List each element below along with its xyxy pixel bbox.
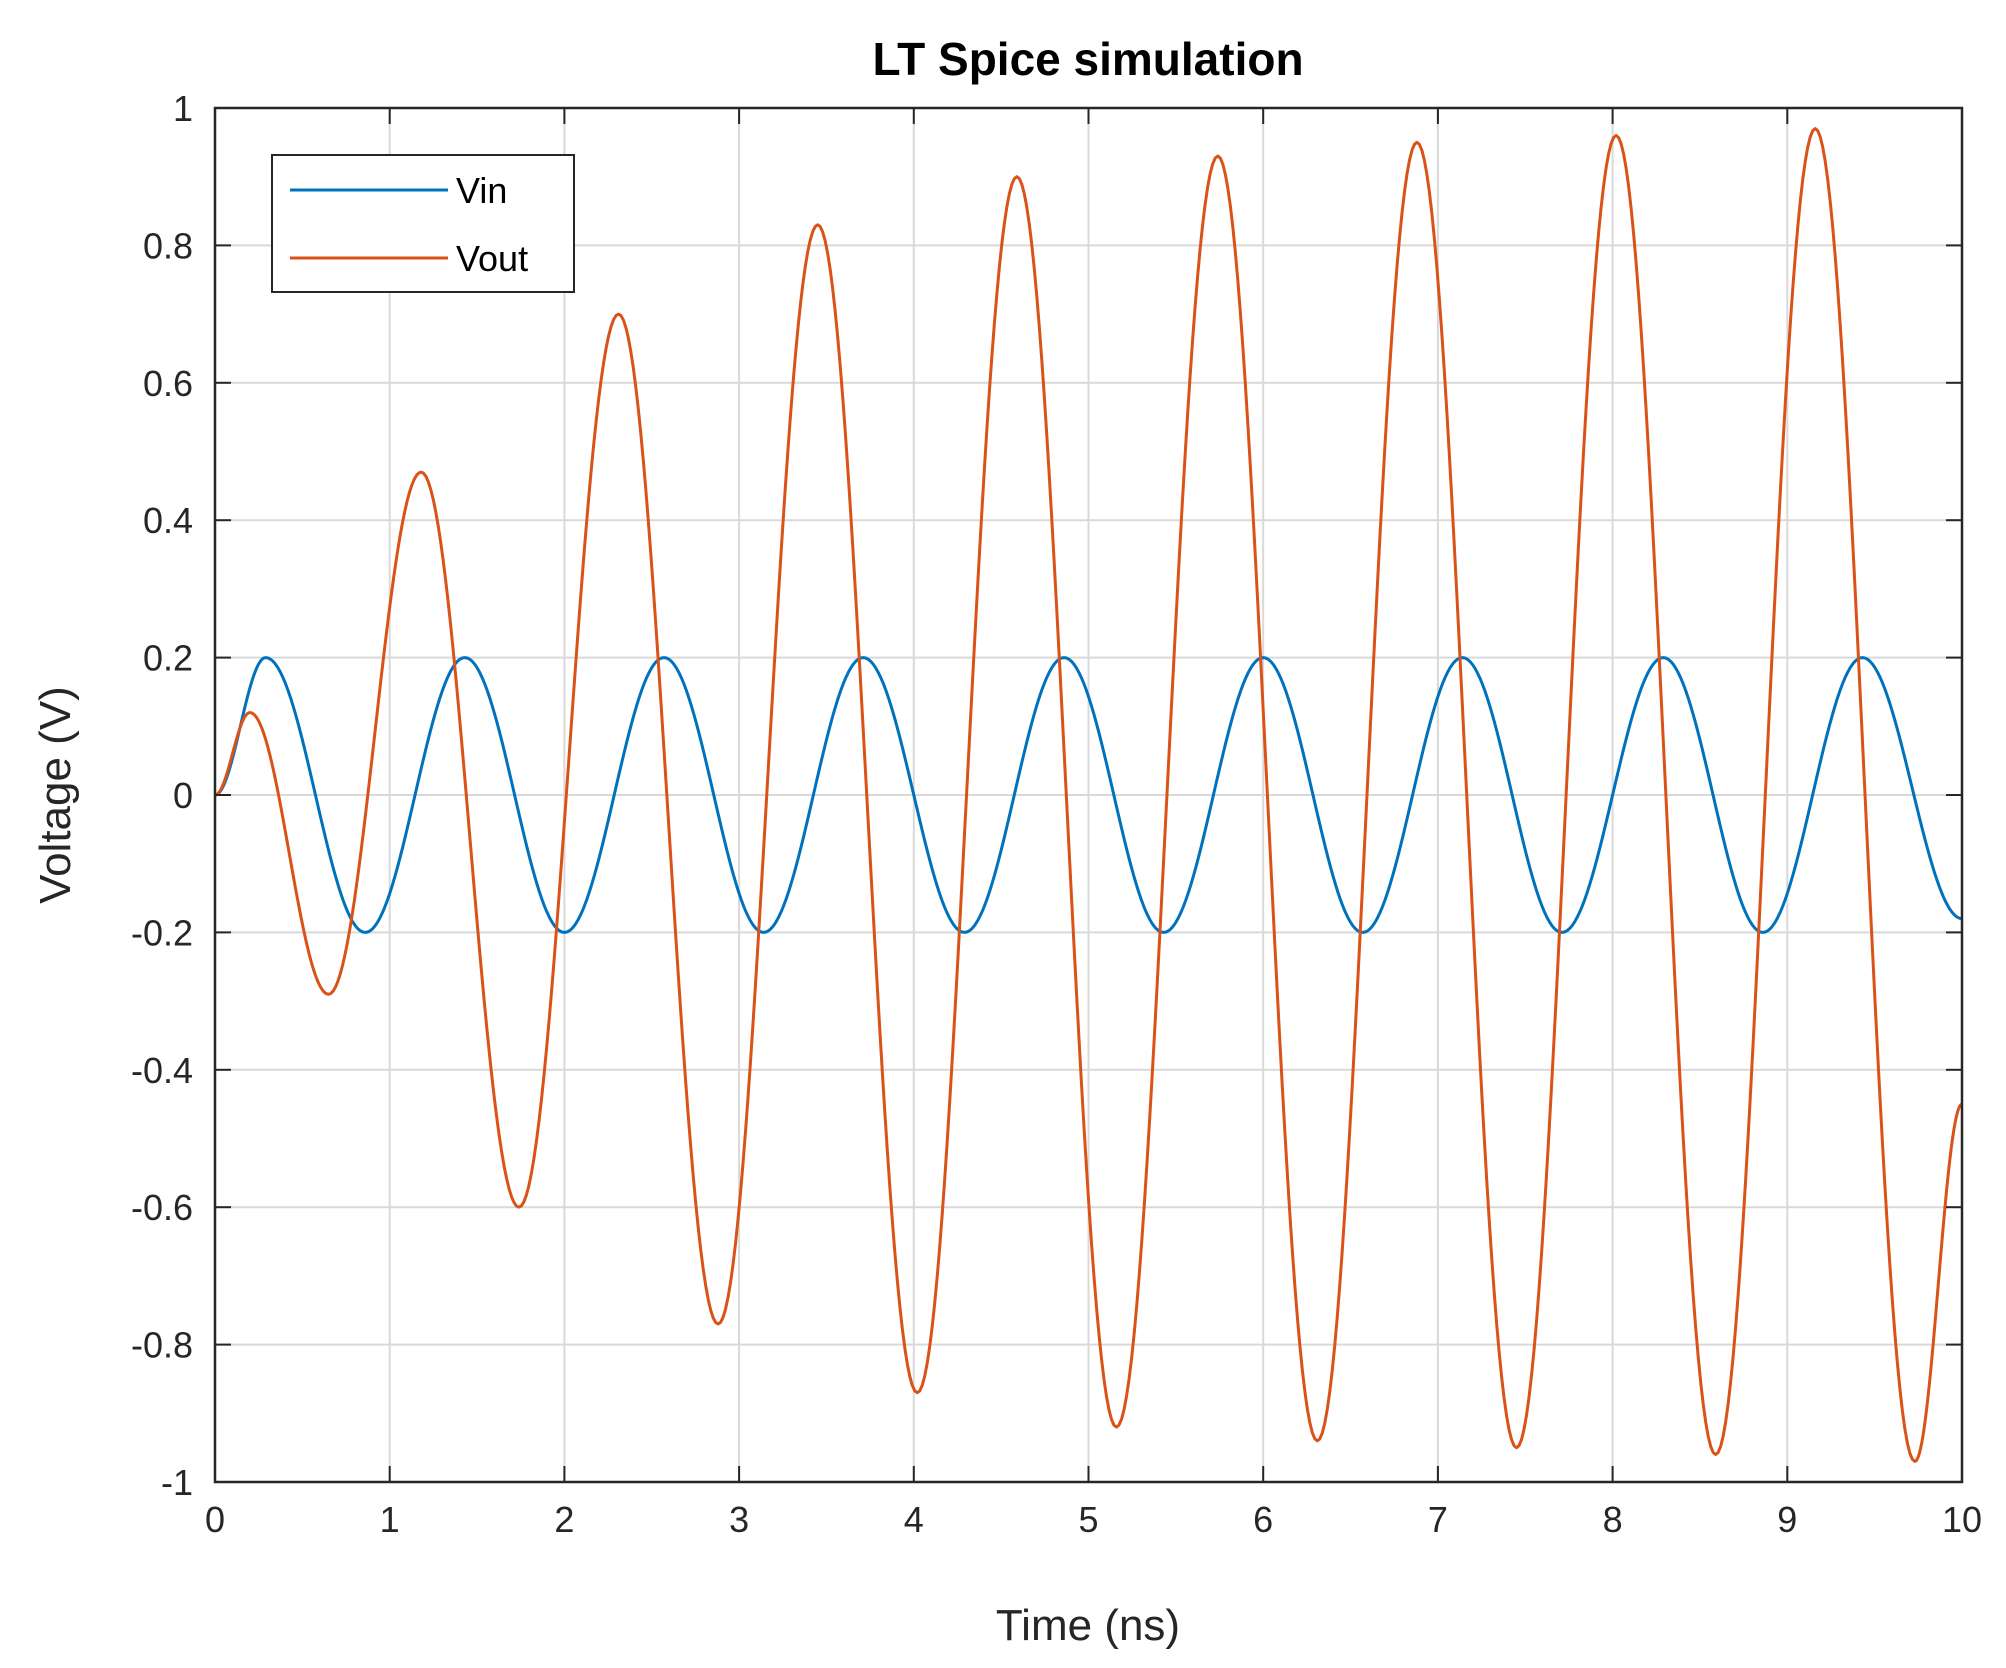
series-layer — [215, 127, 1962, 1463]
y-tick-label: -0.2 — [131, 912, 193, 953]
legend: Vin Vout — [271, 154, 575, 293]
legend-label-vout: Vout — [456, 238, 528, 279]
y-tick-label: -1 — [161, 1462, 193, 1503]
y-tick-label: -0.4 — [131, 1050, 193, 1091]
x-tick-label: 2 — [554, 1499, 574, 1540]
series-line-vin — [215, 656, 1962, 934]
chart-title: LT Spice simulation — [872, 33, 1303, 85]
series-line-vout — [215, 127, 1962, 1463]
x-tick-label: 10 — [1942, 1499, 1982, 1540]
y-tick-labels: 1 0.8 0.6 0.4 0.2 0 -0.2 -0.4 -0.6 -0.8 -1 — [131, 88, 193, 1503]
y-tick-label: -0.6 — [131, 1187, 193, 1228]
x-tick-label: 6 — [1253, 1499, 1273, 1540]
y-tick-label: 1 — [173, 88, 193, 129]
y-tick-label: 0 — [173, 775, 193, 816]
y-tick-label: 0.2 — [143, 638, 193, 679]
x-tick-label: 4 — [904, 1499, 924, 1540]
x-axis-label: Time (ns) — [996, 1601, 1180, 1650]
y-tick-label: 0.8 — [143, 225, 193, 266]
legend-box — [271, 154, 575, 293]
x-tick-label: 8 — [1603, 1499, 1623, 1540]
x-tick-label: 5 — [1078, 1499, 1098, 1540]
ticks — [214, 107, 1963, 1483]
x-tick-label: 3 — [729, 1499, 749, 1540]
x-tick-label: 9 — [1777, 1499, 1797, 1540]
x-tick-label: 7 — [1428, 1499, 1448, 1540]
y-tick-label: 0.6 — [143, 363, 193, 404]
x-tick-labels: 0 1 2 3 4 5 6 7 8 9 10 — [205, 1499, 1982, 1540]
y-tick-label: -0.8 — [131, 1325, 193, 1366]
y-axis-label: Voltage (V) — [31, 686, 80, 904]
x-tick-label: 0 — [205, 1499, 225, 1540]
x-tick-label: 1 — [380, 1499, 400, 1540]
legend-label-vin: Vin — [456, 170, 507, 211]
y-tick-label: 0.4 — [143, 500, 193, 541]
